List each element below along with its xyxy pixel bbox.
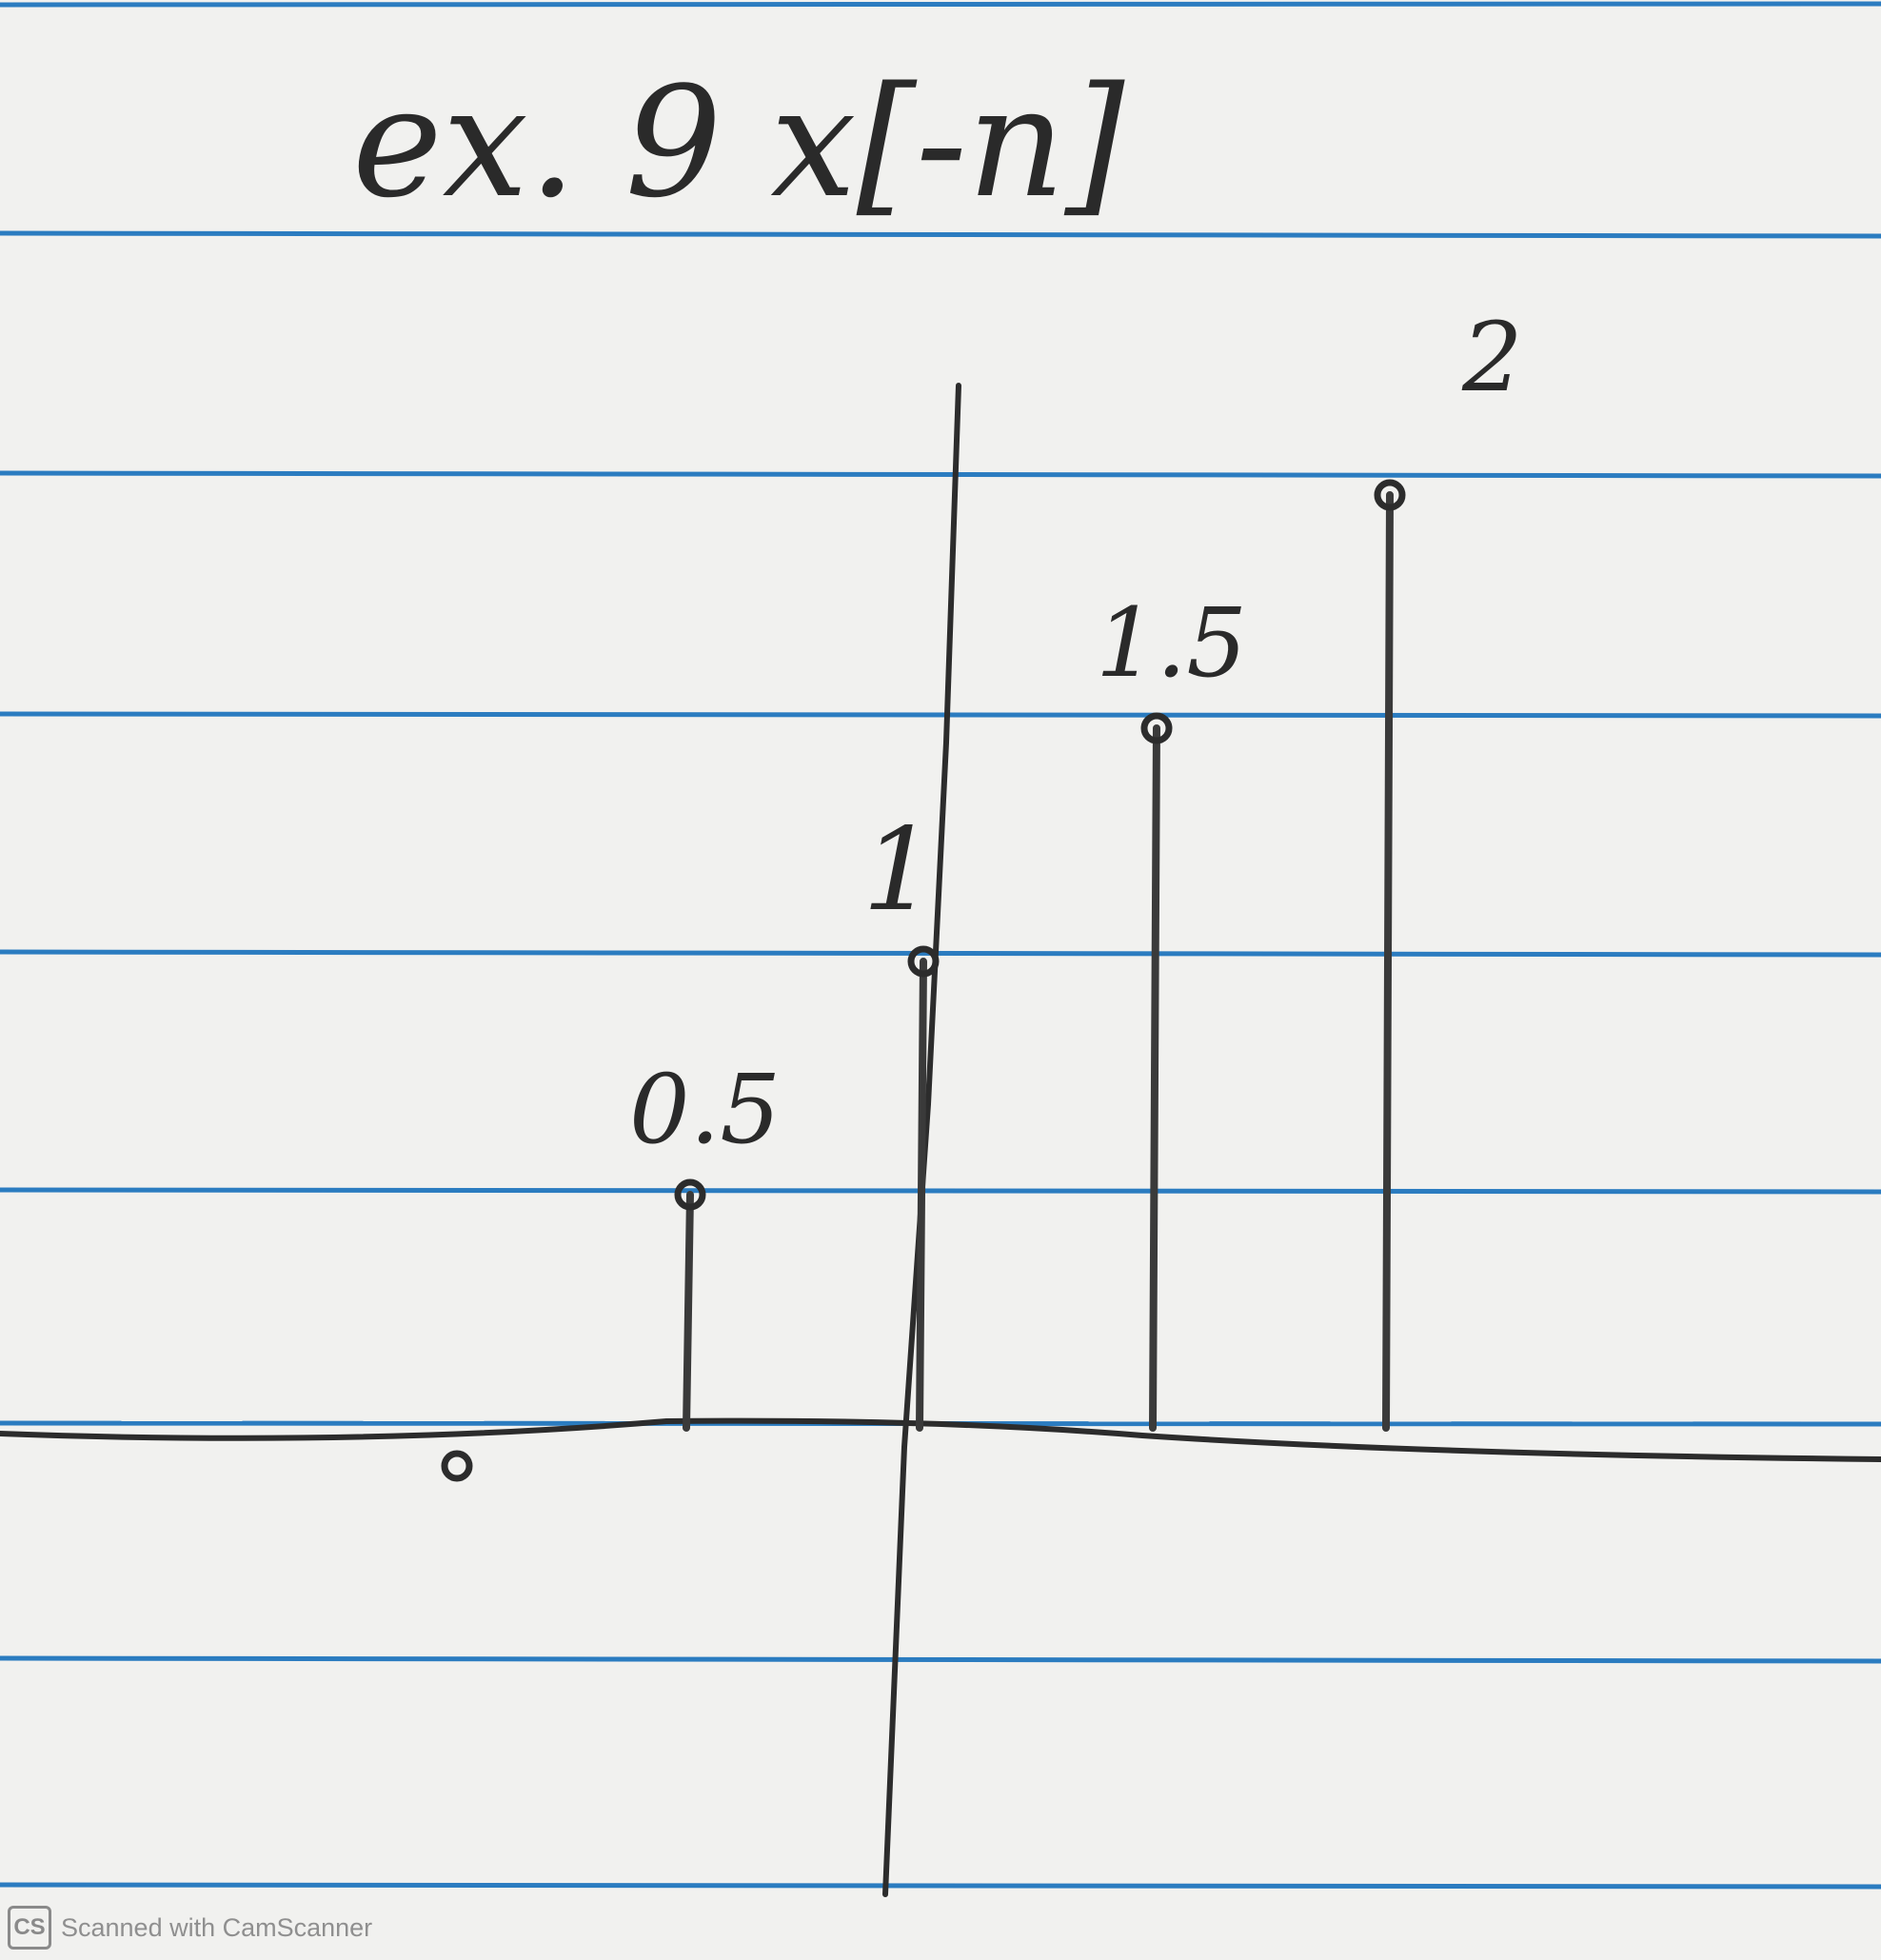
data-labels: 0.5 1 1.5 2 [629,302,1523,1165]
scanner-watermark: CS Scanned with CamScanner [8,1904,372,1951]
stem-line [1382,491,1394,1432]
stem-marker [1374,479,1406,511]
stem-line [916,958,927,1432]
ruled-line [0,711,1881,719]
data-label: 1 [862,804,935,937]
watermark-text: Scanned with CamScanner [61,1912,373,1942]
ruled-line [0,1882,1881,1890]
data-label: 0.5 [629,1054,781,1165]
x-axis [0,1417,1881,1462]
data-label: 1.5 [1096,587,1247,699]
ruled-line [0,1655,1881,1664]
stem-marker [441,1450,473,1482]
chart-title: ex. 9 x[-n] [352,53,1125,231]
ruled-line [0,949,1881,958]
ruled-line [0,230,1881,239]
stem-line [1149,724,1160,1432]
stem-marker [674,1178,706,1211]
ruled-line [0,470,1881,479]
stem-line [683,1191,694,1432]
stem-series [441,479,1406,1482]
camscanner-logo: CS [8,1906,51,1950]
stem-marker [907,945,940,978]
data-label: 2 [1461,302,1523,413]
ruled-line [0,1187,1881,1195]
ruled-line [0,1,1881,8]
y-axis [882,383,961,1897]
ruled-lines [0,1,1881,1890]
stem-marker [1140,712,1173,744]
